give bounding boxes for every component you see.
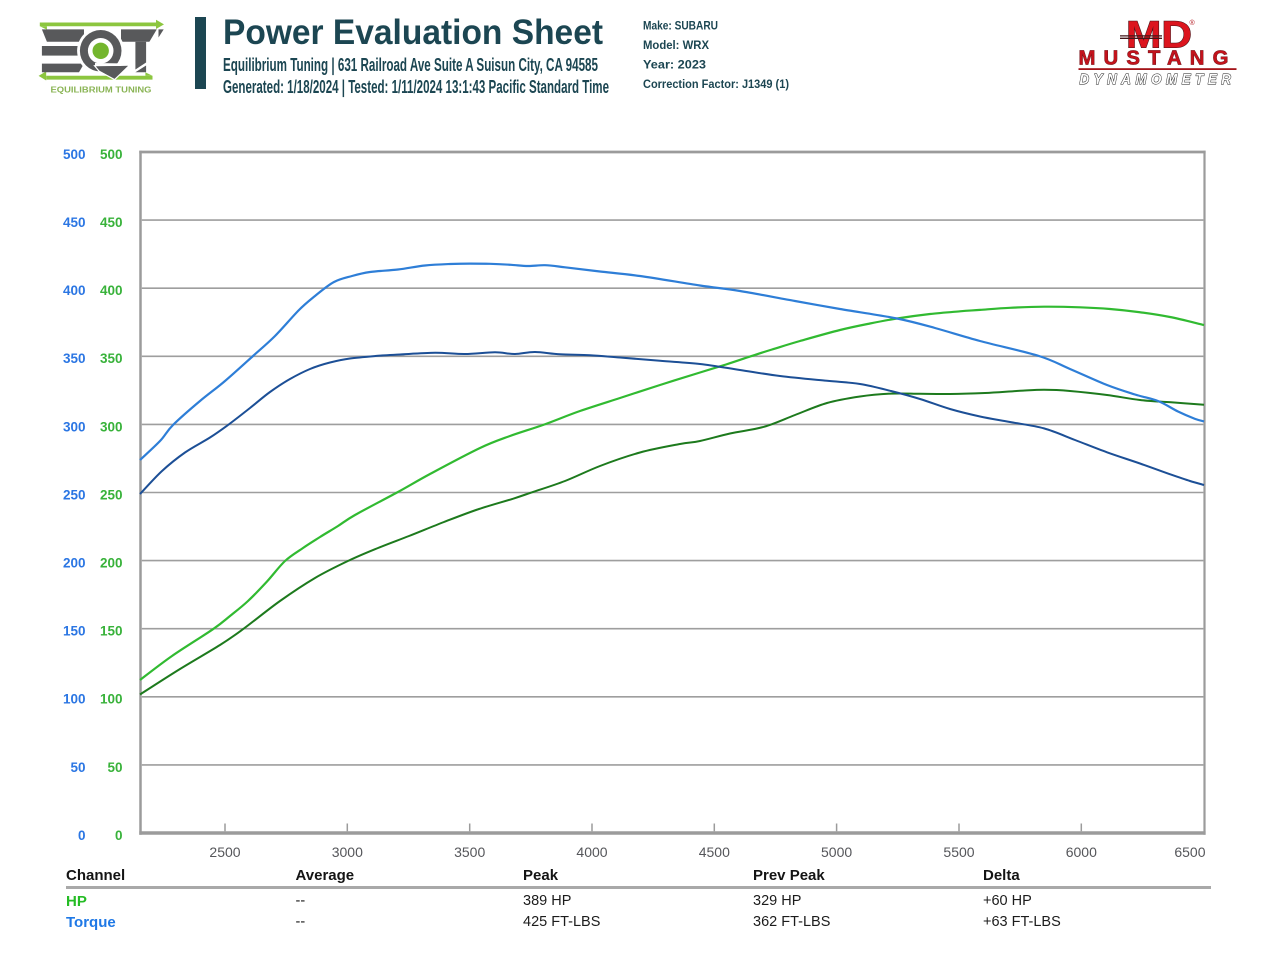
svg-text:®: ® xyxy=(1190,19,1196,27)
svg-text:150: 150 xyxy=(63,624,86,639)
svg-text:MUSTANG: MUSTANG xyxy=(1079,48,1237,70)
svg-text:200: 200 xyxy=(100,556,123,571)
svg-text:500: 500 xyxy=(100,147,123,162)
svg-text:3000: 3000 xyxy=(332,844,363,860)
svg-text:4000: 4000 xyxy=(576,844,607,860)
svg-text:0: 0 xyxy=(115,828,123,843)
svg-text:4500: 4500 xyxy=(699,844,730,860)
svg-text:100: 100 xyxy=(100,692,123,707)
svg-text:0: 0 xyxy=(78,828,86,843)
svg-text:200: 200 xyxy=(63,556,86,571)
svg-text:300: 300 xyxy=(100,419,123,434)
svg-text:350: 350 xyxy=(100,351,123,366)
svg-text:300: 300 xyxy=(63,419,86,434)
svg-text:450: 450 xyxy=(100,215,123,230)
svg-text:3500: 3500 xyxy=(454,844,485,860)
svg-text:5000: 5000 xyxy=(821,844,852,860)
svg-text:450: 450 xyxy=(63,215,86,230)
svg-text:100: 100 xyxy=(63,692,86,707)
svg-text:Year: 2023: Year: 2023 xyxy=(643,58,706,72)
svg-text:50: 50 xyxy=(107,760,122,775)
svg-text:Generated: 1/18/2024 | Tested:: Generated: 1/18/2024 | Tested: 1/11/2024… xyxy=(223,77,609,97)
svg-text:DYNAMOMETER: DYNAMOMETER xyxy=(1080,72,1236,88)
svg-text:6000: 6000 xyxy=(1066,844,1097,860)
svg-text:500: 500 xyxy=(63,147,86,162)
svg-text:400: 400 xyxy=(100,283,123,298)
svg-text:50: 50 xyxy=(70,760,85,775)
svg-text:5500: 5500 xyxy=(943,844,974,860)
svg-text:350: 350 xyxy=(63,351,86,366)
svg-text:Model: WRX: Model: WRX xyxy=(643,38,709,52)
svg-text:Make: SUBARU: Make: SUBARU xyxy=(643,18,718,32)
svg-text:250: 250 xyxy=(100,487,123,502)
svg-text:Correction Factor: J1349 (1): Correction Factor: J1349 (1) xyxy=(643,77,789,91)
svg-text:400: 400 xyxy=(63,283,86,298)
svg-text:Equilibrium Tuning | 631 Railr: Equilibrium Tuning | 631 Railroad Ave Su… xyxy=(223,55,598,75)
svg-text:250: 250 xyxy=(63,487,86,502)
svg-text:2500: 2500 xyxy=(209,844,240,860)
svg-text:Power Evaluation Sheet: Power Evaluation Sheet xyxy=(223,13,603,52)
svg-text:6500: 6500 xyxy=(1174,844,1205,860)
svg-text:150: 150 xyxy=(100,624,123,639)
svg-text:EQUILIBRIUM TUNING: EQUILIBRIUM TUNING xyxy=(51,84,152,94)
